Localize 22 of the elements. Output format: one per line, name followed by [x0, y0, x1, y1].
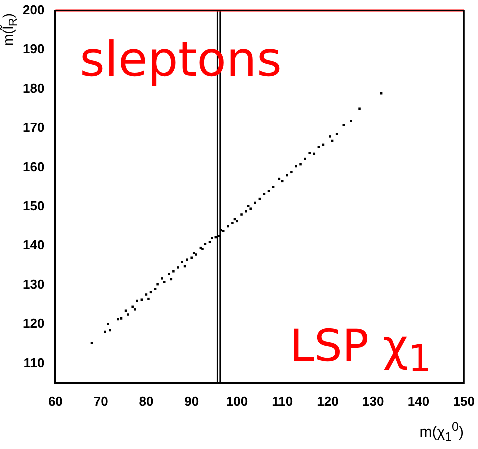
x-tick-label: 100: [226, 394, 248, 409]
y-tick-label: 120: [22, 316, 45, 332]
x-tick-label: 110: [272, 394, 294, 409]
y-tick-label: 160: [22, 159, 45, 174]
y-tick-label: 170: [22, 120, 45, 136]
y-tick-label: 140: [22, 238, 45, 253]
x-tick-label: 70: [94, 394, 108, 409]
x-tick-label: 60: [48, 394, 63, 409]
x-tick-label: 130: [362, 394, 384, 409]
x-tick-label: 80: [139, 394, 154, 409]
x-tick-label: 90: [184, 394, 200, 409]
annotation: LSP χ$_{1}$: [290, 321, 432, 380]
y-tick-label: 180: [22, 80, 45, 96]
x-tick-label: 150: [453, 394, 476, 409]
y-tick-label: 200: [22, 2, 45, 18]
y-tick-label: 190: [22, 42, 45, 57]
y-tick-label: 110: [24, 355, 45, 370]
x-tick-label: 140: [408, 394, 430, 409]
y-tick-label: 150: [22, 198, 45, 214]
x-tick-label: 120: [317, 394, 339, 409]
x-axis-title: m(χ$_{1}$$^{0}$): [420, 420, 464, 444]
y-tick-label: 130: [22, 276, 45, 292]
